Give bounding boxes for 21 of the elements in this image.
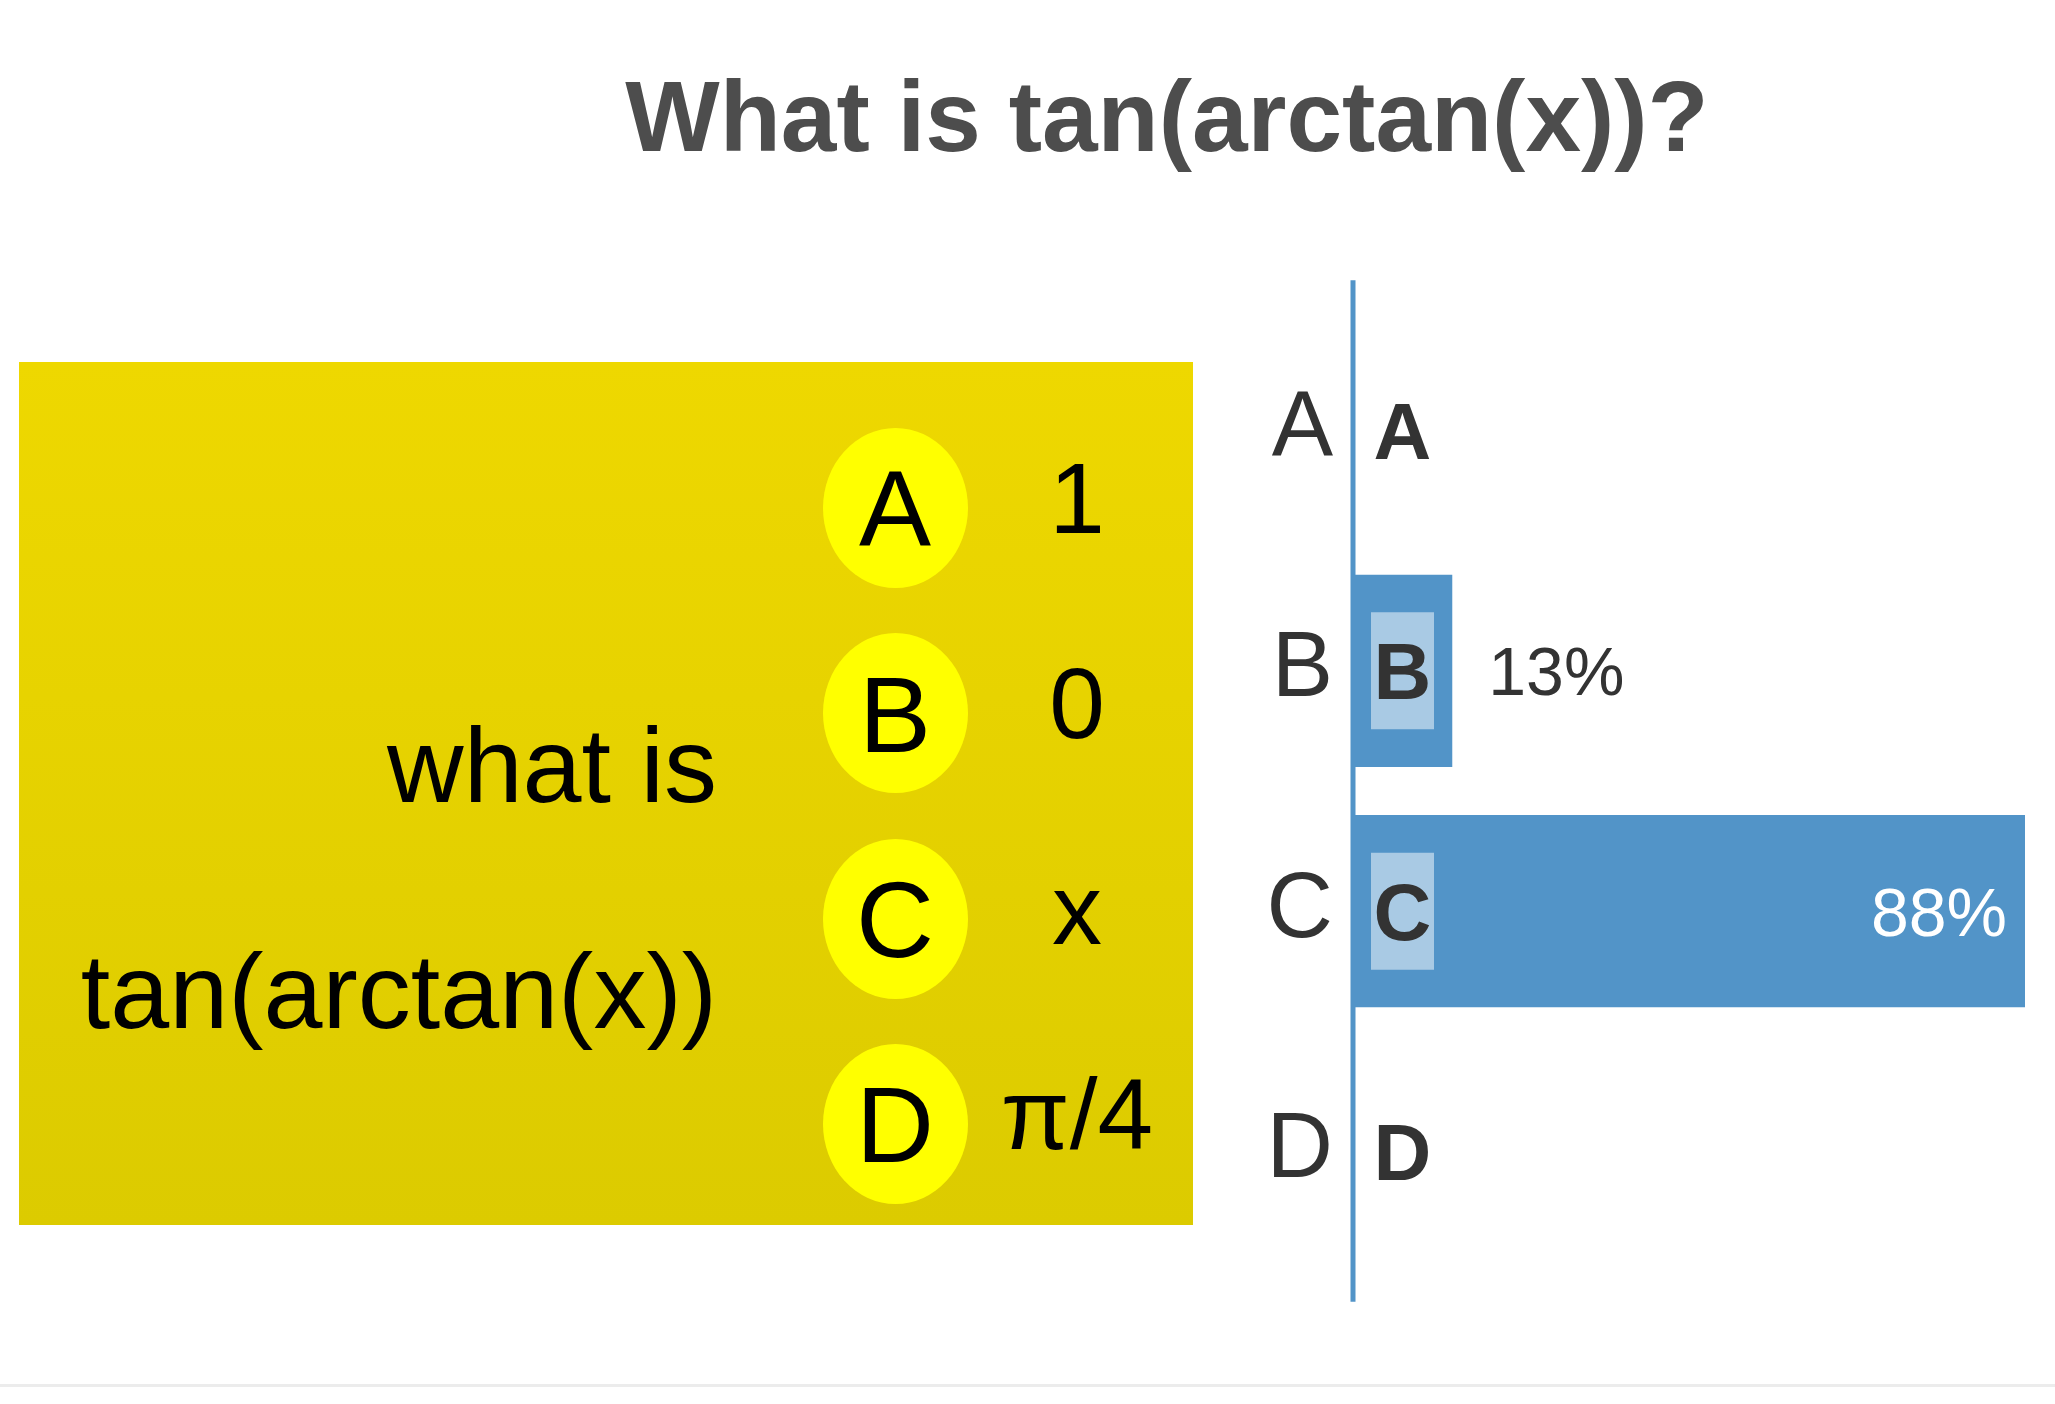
text: π/4 <box>1000 1057 1154 1170</box>
text: x <box>1052 852 1102 965</box>
category-label: A <box>1373 387 1432 476</box>
category-label: A <box>857 448 932 570</box>
chart-title: What is tan(arctan(x))? <box>624 60 1710 172</box>
category-label: C <box>855 858 935 980</box>
category-label: C <box>1373 867 1432 957</box>
data-label: 13% <box>1488 633 1625 710</box>
y-tick-label: A <box>1271 372 1334 475</box>
y-tick-label: D <box>1266 1093 1333 1196</box>
text: 0 <box>1049 647 1105 760</box>
y-tick-label: C <box>1266 853 1333 956</box>
category-label: D <box>1373 1108 1432 1198</box>
data-label: 88% <box>1870 873 2007 950</box>
category-label: D <box>855 1064 935 1186</box>
category-label: B <box>1373 627 1432 717</box>
text: tan(arctan(x)) <box>80 932 717 1050</box>
text: 1 <box>1049 442 1105 554</box>
text: what is <box>387 706 717 824</box>
y-tick-label: B <box>1271 613 1333 716</box>
category-label: B <box>857 653 932 775</box>
